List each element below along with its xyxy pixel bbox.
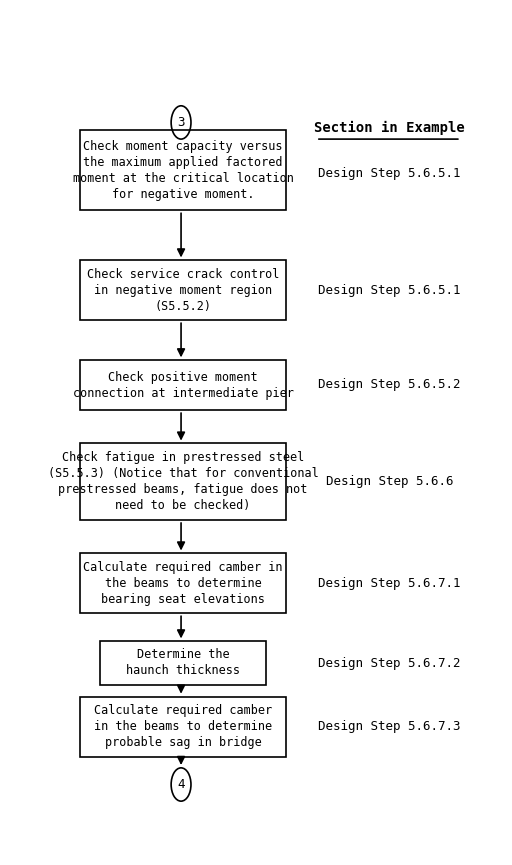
Text: Check service crack control
in negative moment region
(S5.5.2): Check service crack control in negative … <box>87 268 279 313</box>
Text: Section in Example: Section in Example <box>314 120 465 135</box>
FancyBboxPatch shape <box>80 554 286 613</box>
Text: Calculate required camber
in the beams to determine
probable sag in bridge: Calculate required camber in the beams t… <box>94 704 272 749</box>
FancyBboxPatch shape <box>80 360 286 410</box>
FancyBboxPatch shape <box>80 696 286 757</box>
Text: Check moment capacity versus
the maximum applied factored
moment at the critical: Check moment capacity versus the maximum… <box>73 140 293 201</box>
Text: Design Step 5.6.5.2: Design Step 5.6.5.2 <box>318 378 461 391</box>
Text: Design Step 5.6.7.2: Design Step 5.6.7.2 <box>318 657 461 670</box>
Text: Check positive moment
connection at intermediate pier: Check positive moment connection at inte… <box>73 371 293 400</box>
FancyBboxPatch shape <box>80 444 286 520</box>
Text: Calculate required camber in
the beams to determine
bearing seat elevations: Calculate required camber in the beams t… <box>83 561 283 605</box>
Text: 3: 3 <box>177 116 185 129</box>
Text: Design Step 5.6.7.3: Design Step 5.6.7.3 <box>318 720 461 733</box>
Text: Check fatigue in prestressed steel
(S5.5.3) (Notice that for conventional
prestr: Check fatigue in prestressed steel (S5.5… <box>48 452 318 512</box>
Text: Determine the
haunch thickness: Determine the haunch thickness <box>126 649 240 677</box>
FancyBboxPatch shape <box>80 131 286 210</box>
Text: Design Step 5.6.6: Design Step 5.6.6 <box>326 475 453 488</box>
Text: Design Step 5.6.7.1: Design Step 5.6.7.1 <box>318 577 461 590</box>
FancyBboxPatch shape <box>100 641 266 684</box>
FancyBboxPatch shape <box>80 260 286 320</box>
Text: 4: 4 <box>177 778 185 791</box>
Text: Design Step 5.6.5.1: Design Step 5.6.5.1 <box>318 284 461 297</box>
Text: Design Step 5.6.5.1: Design Step 5.6.5.1 <box>318 167 461 180</box>
